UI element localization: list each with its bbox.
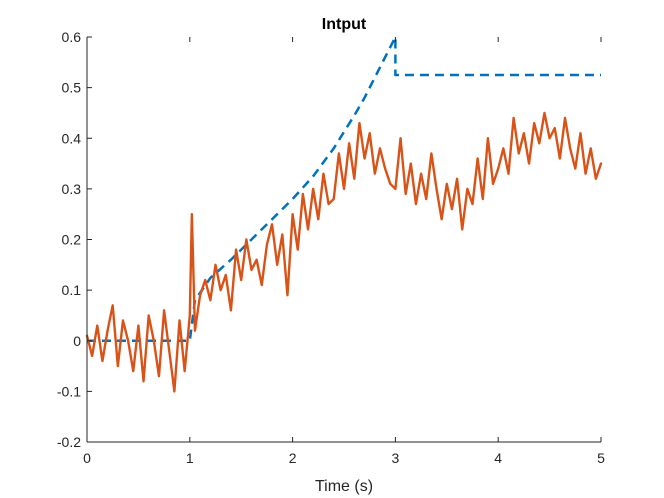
y-tick-label: -0.2	[57, 434, 81, 450]
y-tick-label: 0.3	[62, 181, 82, 197]
x-tick-label: 3	[392, 450, 400, 466]
series-line-1-solid	[85, 111, 603, 393]
x-tick-label: 0	[83, 450, 91, 466]
x-tick-label: 2	[289, 450, 297, 466]
y-tick-label: 0.1	[62, 282, 82, 298]
x-tick-label: 1	[186, 450, 194, 466]
x-axis-label: Time (s)	[315, 478, 373, 495]
y-tick-label: 0.4	[62, 130, 82, 146]
x-ticks: 0 1 2 3 4 5	[83, 37, 605, 466]
y-tick-label: 0.5	[62, 80, 82, 96]
y-tick-label: 0.6	[62, 29, 82, 45]
x-tick-label: 4	[494, 450, 502, 466]
y-ticks: -0.2 -0.1 0 0.1 0.2 0.3 0.4 0.5 0.6	[57, 29, 92, 450]
series-layer	[85, 35, 603, 393]
y-tick-label: 0	[73, 333, 81, 349]
chart-title: Intput	[322, 16, 367, 33]
y-tick-label: 0.2	[62, 232, 82, 248]
y-tick-label: -0.1	[57, 383, 81, 399]
x-tick-label: 5	[597, 450, 605, 466]
plot-area	[87, 37, 601, 442]
